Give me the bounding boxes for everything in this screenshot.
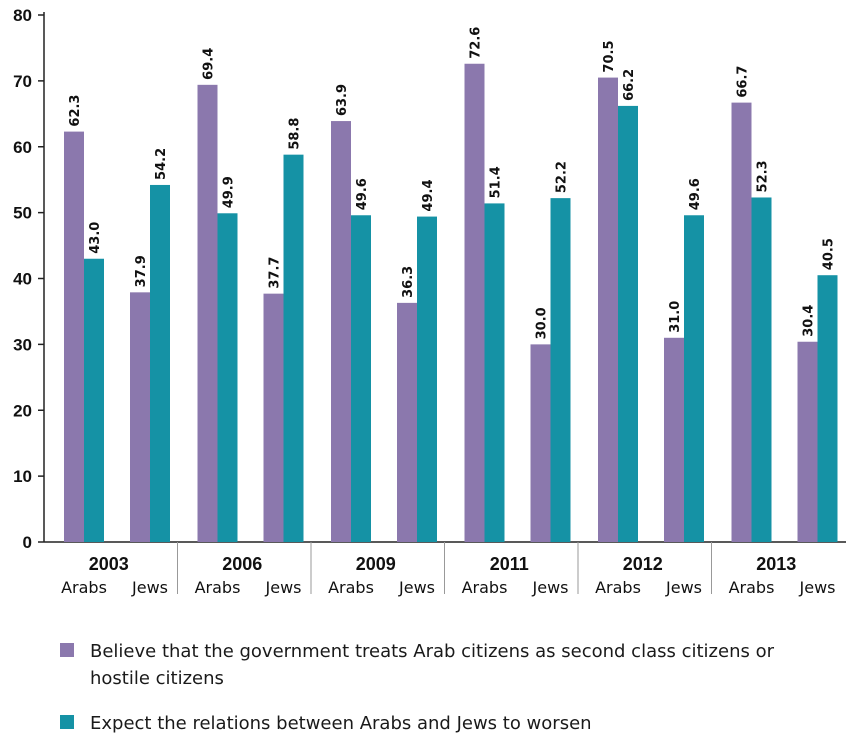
group-label-arabs: Arabs [462, 578, 508, 597]
group-label-arabs: Arabs [729, 578, 775, 597]
bar-2011-jews-series1 [530, 344, 551, 542]
data-label-2006-arabs-series1: 69.4 [202, 48, 217, 80]
legend-label-worsen: Expect the relations between Arabs and J… [90, 713, 592, 734]
data-label-2011-arabs-series2: 51.4 [489, 166, 504, 198]
y-tick-label-80: 80 [13, 6, 32, 25]
bar-2009-jews-series2 [417, 216, 437, 542]
data-label-2006-jews-series2: 58.8 [288, 118, 303, 150]
bar-chart: 0 10 20 30 40 50 60 70 80 2003 Arabs 62.3 43.0 Jews 37… [13, 6, 846, 597]
data-label-2011-arabs-series1: 72.6 [469, 27, 484, 59]
y-tick-label-30: 30 [13, 335, 32, 354]
y-tick-label-10: 10 [13, 467, 32, 486]
group-label-jews: Jews [131, 578, 168, 597]
group-label-arabs: Arabs [595, 578, 641, 597]
legend-item-worsen: Expect the relations between Arabs and J… [60, 710, 810, 737]
y-tick-label-20: 20 [13, 401, 32, 420]
data-label-2009-arabs-series1: 63.9 [335, 84, 350, 116]
data-label-2003-arabs-series2: 43.0 [88, 222, 103, 254]
y-tick-label-70: 70 [13, 72, 32, 91]
group-label-arabs: Arabs [328, 578, 374, 597]
bar-2012-arabs-series2 [618, 105, 638, 542]
bar-2011-arabs-series2 [484, 203, 505, 542]
year-label-2003: 2003 [89, 554, 129, 574]
data-label-2009-arabs-series2: 49.6 [355, 178, 370, 210]
data-label-2011-jews-series2: 52.2 [555, 161, 570, 193]
group-label-jews: Jews [398, 578, 435, 597]
bar-2011-jews-series2 [550, 198, 571, 542]
year-label-2012: 2012 [623, 554, 663, 574]
bar-2003-jews-series1 [130, 292, 150, 542]
data-label-2012-arabs-series2: 66.2 [622, 69, 637, 101]
bar-2006-arabs-series1 [197, 84, 218, 542]
data-label-2009-jews-series1: 36.3 [401, 266, 416, 298]
group-label-jews: Jews [265, 578, 302, 597]
bar-2006-arabs-series2 [217, 213, 238, 542]
year-label-2009: 2009 [356, 554, 396, 574]
group-label-jews: Jews [799, 578, 836, 597]
year-label-2006: 2006 [222, 554, 262, 574]
bar-2003-arabs-series1 [64, 131, 84, 542]
data-label-2006-jews-series1: 37.7 [268, 257, 283, 289]
group-label-jews: Jews [532, 578, 569, 597]
y-tick-label-40: 40 [13, 270, 32, 289]
bar-2012-jews-series1 [664, 337, 684, 542]
bar-2011-arabs-series1 [464, 63, 485, 543]
bar-2006-jews-series1 [263, 293, 284, 542]
data-label-2009-jews-series2: 49.4 [421, 179, 436, 211]
year-label-2013: 2013 [756, 554, 796, 574]
data-label-2011-jews-series1: 30.0 [535, 307, 550, 339]
bar-2013-jews-series1 [797, 341, 818, 542]
y-tick-label-50: 50 [13, 204, 32, 223]
data-label-2012-jews-series1: 31.0 [668, 301, 683, 333]
data-label-2013-jews-series1: 30.4 [802, 305, 817, 337]
bar-2013-jews-series2 [817, 275, 838, 542]
bar-2009-arabs-series2 [351, 215, 371, 542]
data-label-2003-jews-series1: 37.9 [134, 255, 149, 287]
data-label-2013-arabs-series2: 52.3 [756, 160, 771, 192]
y-tick-label-0: 0 [23, 533, 32, 552]
bar-2012-jews-series2 [684, 215, 704, 542]
legend-swatch-teal [60, 715, 74, 729]
bar-2013-arabs-series1 [731, 102, 752, 543]
data-label-2013-arabs-series1: 66.7 [736, 66, 751, 98]
data-label-2003-jews-series2: 54.2 [154, 148, 169, 180]
legend-swatch-purple [60, 643, 74, 657]
legend-label-second-class: Believe that the government treats Arab … [90, 641, 774, 689]
group-label-jews: Jews [665, 578, 702, 597]
bar-2006-jews-series2 [283, 154, 304, 542]
group-label-arabs: Arabs [61, 578, 107, 597]
bar-2003-arabs-series2 [84, 258, 104, 542]
legend-item-second-class: Believe that the government treats Arab … [60, 638, 810, 692]
data-label-2003-arabs-series1: 62.3 [68, 95, 83, 127]
year-label-2011: 2011 [490, 554, 529, 574]
bar-2013-arabs-series2 [751, 197, 772, 542]
data-label-2006-arabs-series2: 49.9 [222, 176, 237, 208]
bar-2003-jews-series2 [150, 184, 170, 542]
group-label-arabs: Arabs [195, 578, 241, 597]
bar-2009-jews-series1 [397, 302, 417, 542]
data-label-2012-arabs-series1: 70.5 [602, 41, 617, 73]
data-label-2012-jews-series2: 49.6 [688, 178, 703, 210]
bar-2009-arabs-series1 [331, 121, 351, 542]
data-label-2013-jews-series2: 40.5 [822, 238, 837, 270]
y-tick-label-60: 60 [13, 138, 32, 157]
bar-2012-arabs-series1 [598, 77, 618, 543]
